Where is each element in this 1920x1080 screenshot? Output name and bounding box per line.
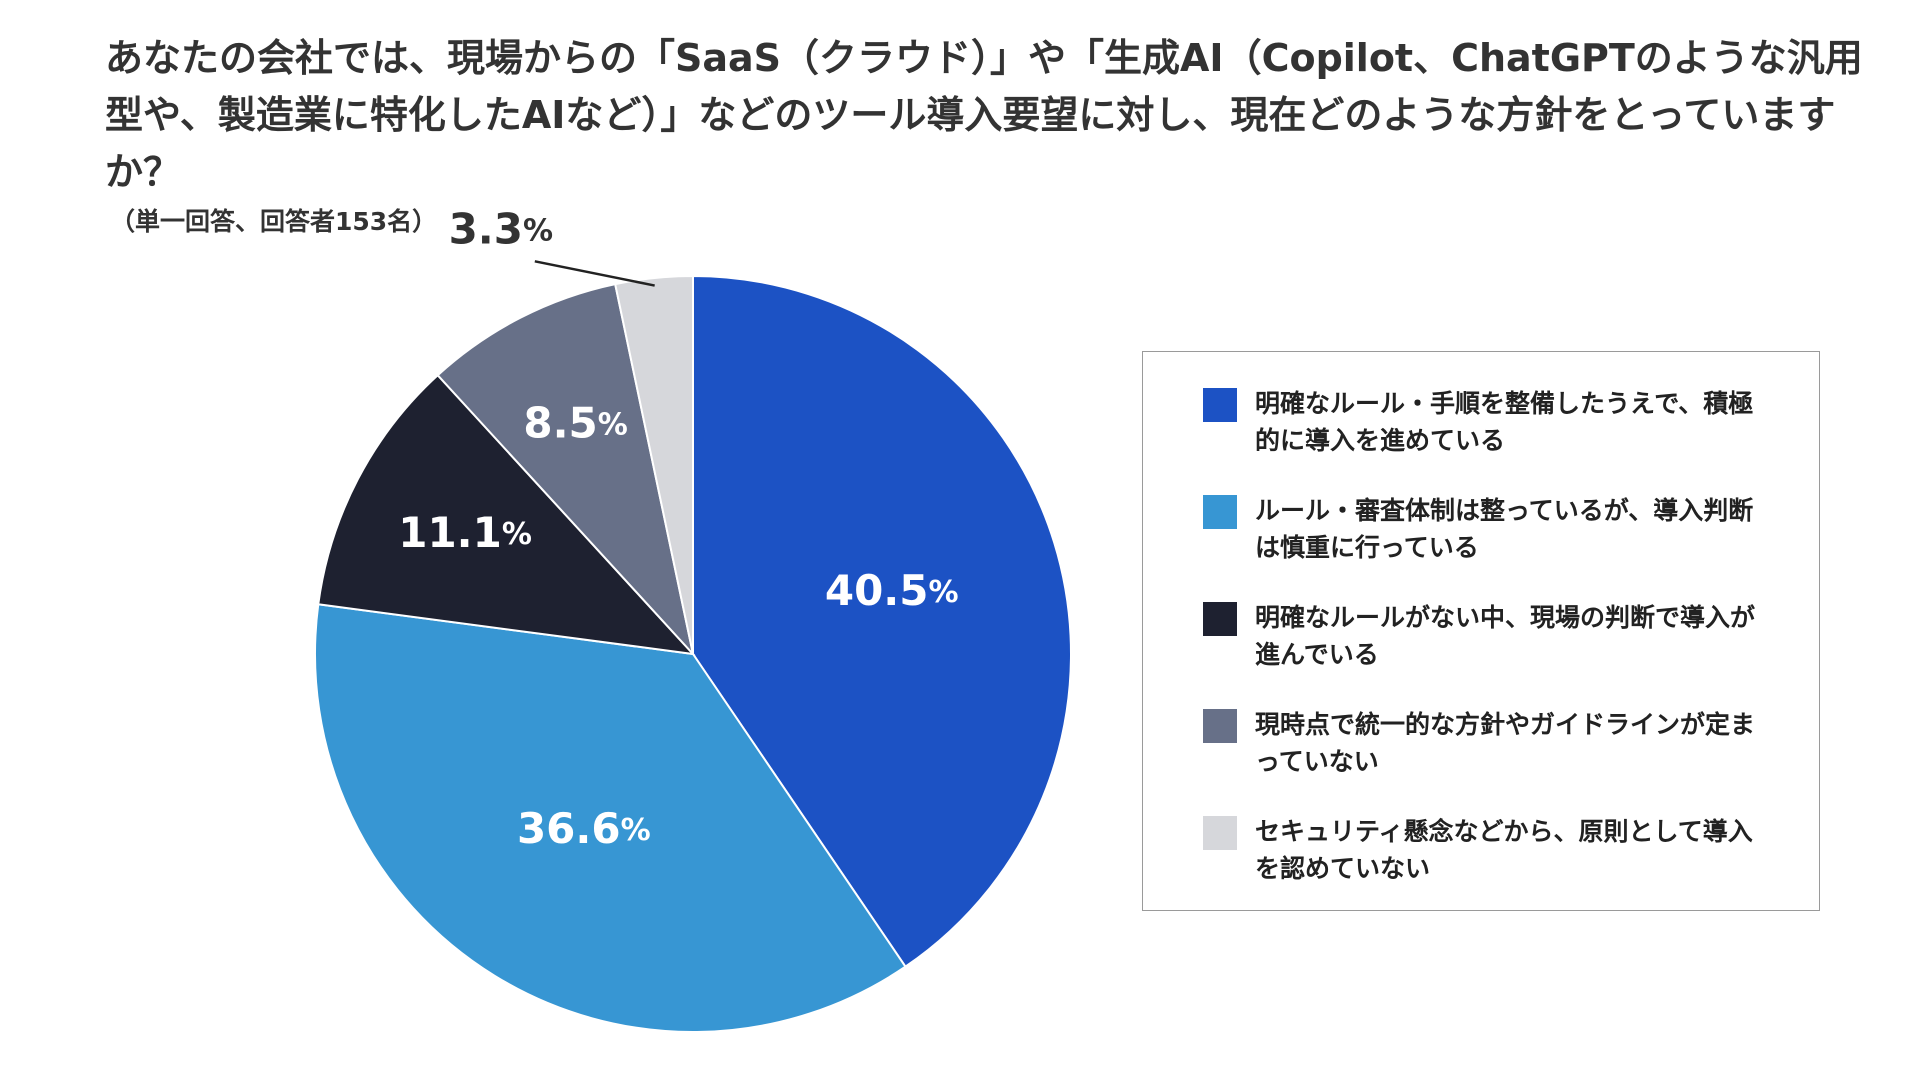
legend-swatch-2 (1203, 495, 1237, 529)
chart-legend: 明確なルール・手順を整備したうえで、積極的に導入を進めている ルール・審査体制は整… (1142, 351, 1820, 911)
legend-label-1: 明確なルール・手順を整備したうえで、積極的に導入を進めている (1255, 389, 1754, 455)
pie-slice-2 (314, 603, 907, 1033)
leader-line-5 (534, 260, 655, 287)
chart-title: あなたの会社では、現場からの「SaaS（クラウド）」や「生成AI（Copilot… (105, 36, 1863, 194)
legend-swatch-4 (1203, 709, 1237, 743)
pie-data-labels: 40.5% 36.6% 11.1% 8.5% 3.3% (398, 204, 958, 853)
data-label-1: 40.5% (825, 565, 959, 614)
legend-label-5: セキュリティ懸念などから、原則として導入を認めていない (1255, 817, 1753, 883)
legend-item-5: セキュリティ懸念などから、原則として導入を認めていない (1203, 813, 1783, 887)
legend-swatch-5 (1203, 816, 1237, 850)
pie-slice-3 (317, 373, 696, 656)
legend-swatch-3 (1203, 602, 1237, 636)
data-label-3: 11.1% (398, 508, 532, 557)
pie-leader-lines (534, 260, 655, 287)
legend-swatch-1 (1203, 388, 1237, 422)
pie-slice-5 (613, 274, 694, 655)
legend-label-4: 現時点で統一的な方針やガイドラインが定まっていない (1255, 710, 1756, 776)
legend-item-4: 現時点で統一的な方針やガイドラインが定まっていない (1203, 706, 1783, 780)
pie-slices (314, 274, 1072, 1033)
chart-subtitle: （単一回答、回答者153名） (110, 207, 438, 236)
legend-item-3: 明確なルールがない中、現場の判断で導入が進んでいる (1203, 599, 1783, 673)
legend-label-2: ルール・審査体制は整っているが、導入判断は慎重に行っている (1255, 496, 1754, 562)
pie-slice-4 (436, 282, 695, 658)
data-label-2: 36.6% (517, 803, 651, 852)
legend-item-2: ルール・審査体制は整っているが、導入判断は慎重に行っている (1203, 492, 1783, 566)
data-label-4: 8.5% (523, 398, 627, 447)
legend-item-1: 明確なルール・手順を整備したうえで、積極的に導入を進めている (1203, 385, 1783, 459)
pie-slice-1 (692, 274, 1072, 969)
legend-label-3: 明確なルールがない中、現場の判断で導入が進んでいる (1255, 603, 1756, 669)
data-label-5: 3.3% (449, 204, 553, 253)
